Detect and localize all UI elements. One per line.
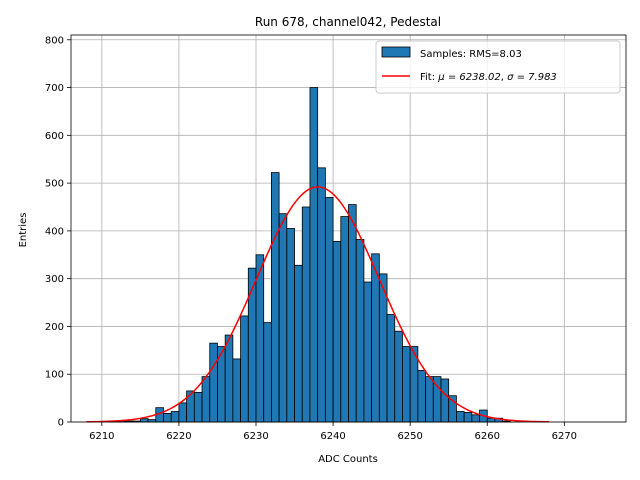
y-tick-label: 300 (45, 274, 64, 285)
histogram-bar (271, 172, 280, 423)
histogram-bar (255, 254, 265, 423)
legend-box (375, 40, 621, 94)
y-tick-label: 500 (45, 179, 64, 190)
y-tick-label: 100 (45, 370, 64, 381)
histogram-bar (201, 376, 211, 423)
histogram-bar (247, 267, 257, 423)
y-tick-label: 600 (45, 131, 64, 142)
x-tick-label: 6210 (89, 431, 114, 442)
histogram-bar (294, 264, 303, 423)
y-tick-label: 0 (58, 418, 64, 429)
chart-title: Run 678, channel042, Pedestal (255, 15, 441, 29)
y-tick-label: 200 (45, 322, 64, 333)
histogram-bar (193, 391, 203, 423)
plot-frame (70, 34, 627, 423)
x-tick-label: 6270 (552, 431, 577, 442)
x-axis-title: ADC Counts (318, 454, 378, 465)
legend-fit-label: Fit: μ = 6238.02, σ = 7.983 (420, 72, 557, 83)
legend-histogram-label: Samples: RMS=8.03 (420, 49, 522, 60)
histogram-bar (324, 197, 334, 423)
histogram-bar (263, 322, 272, 423)
histogram-bar (224, 334, 234, 423)
x-tick-label: 6240 (320, 431, 345, 442)
histogram-bar (232, 358, 241, 423)
histogram-bar (186, 390, 195, 423)
fit-curve (86, 186, 549, 423)
histogram-bar (355, 239, 365, 423)
histogram-bar (170, 411, 180, 423)
histogram-bar (163, 412, 172, 423)
histogram-bar (417, 369, 426, 423)
x-tick-label: 6220 (166, 431, 191, 442)
y-axis-ticks: 0 100 200 300 400 500 600 700 800 (45, 35, 71, 429)
histogram-bar (348, 204, 357, 423)
histogram-bar (309, 87, 319, 423)
histogram-bars (109, 87, 511, 423)
y-tick-label: 700 (45, 83, 64, 94)
histogram-bar (209, 342, 218, 423)
histogram-bar (371, 253, 380, 423)
histogram-bar (317, 167, 326, 423)
y-tick-label: 400 (45, 226, 64, 237)
histogram-bar (386, 314, 396, 423)
legend: Samples: RMS=8.03 Fit: μ = 6238.02, σ = … (375, 40, 621, 94)
x-tick-label: 6230 (243, 431, 268, 442)
histogram-bar (425, 376, 434, 423)
histogram-bar (402, 346, 411, 423)
histogram-bar (471, 414, 480, 423)
histogram-bar (332, 240, 342, 423)
histogram-bar (440, 378, 450, 423)
histogram-bar (340, 216, 349, 423)
histogram-bar (286, 228, 295, 423)
histogram-bar (278, 213, 288, 423)
histogram-bar (363, 281, 373, 423)
histogram-bar (456, 411, 465, 423)
x-axis-ticks: 6210 6220 6230 6240 6250 6260 6270 (89, 422, 577, 442)
x-tick-label: 6260 (475, 431, 500, 442)
y-tick-label: 800 (45, 35, 64, 46)
histogram-bar (240, 315, 249, 423)
legend-histogram-swatch (381, 46, 411, 58)
histogram-bar (463, 412, 473, 423)
y-axis-title: Entries (18, 213, 29, 248)
histogram-bar (394, 330, 403, 423)
x-tick-label: 6250 (397, 431, 422, 442)
histogram-bar (448, 395, 457, 423)
histogram-bar (139, 418, 149, 423)
histogram-bar (178, 402, 188, 423)
histogram-bar (301, 206, 311, 423)
